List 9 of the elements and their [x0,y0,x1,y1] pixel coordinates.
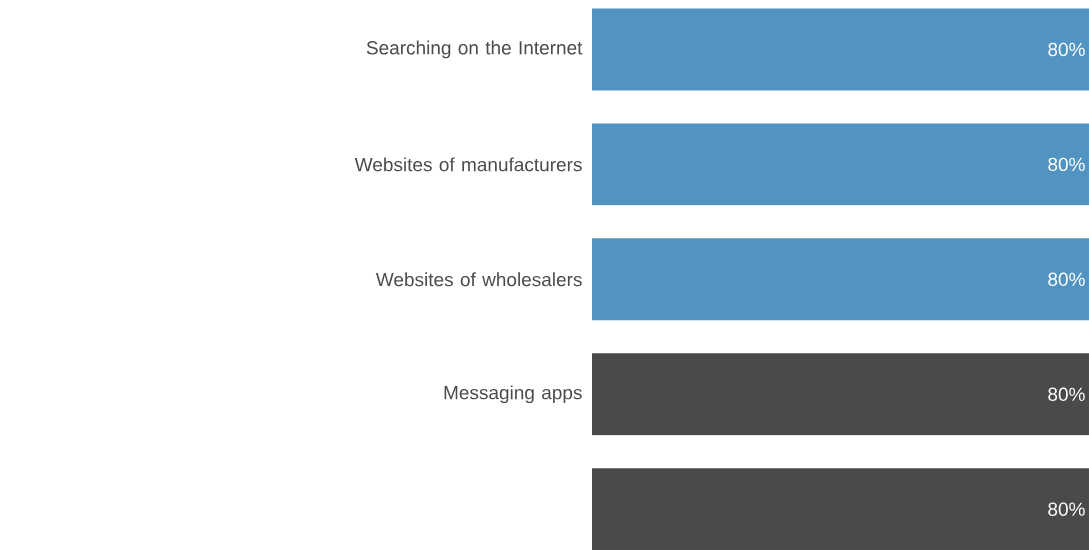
data-label: 80% [1048,42,1085,57]
y-tick-label: Websites of manufacturers [354,157,582,172]
data-label: 80% [1048,272,1085,286]
y-tick-label: Messaging apps [444,385,582,404]
data-label: 80% [1048,387,1085,401]
data-label: 80% [1048,157,1085,172]
y-tick-label: Websites of wholesalers [375,272,582,287]
y-tick-label: Searching on the Internet [366,40,583,59]
data-label: 80% [1048,502,1085,516]
